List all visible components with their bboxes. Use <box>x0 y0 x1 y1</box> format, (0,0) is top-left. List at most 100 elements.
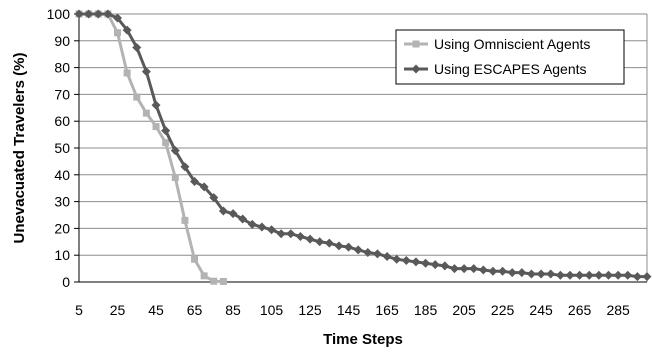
y-tick-label: 90 <box>54 33 70 49</box>
data-point <box>546 269 556 279</box>
x-tick-label: 165 <box>375 302 399 318</box>
data-point <box>401 256 411 266</box>
data-point <box>315 237 325 247</box>
data-point <box>141 67 151 77</box>
y-tick-label: 20 <box>54 220 70 236</box>
data-point <box>517 268 527 278</box>
data-point <box>190 177 200 186</box>
data-point <box>114 29 122 37</box>
data-point <box>632 272 642 282</box>
y-tick-label: 40 <box>54 167 70 183</box>
data-point <box>392 254 402 264</box>
data-point <box>199 182 209 192</box>
data-point <box>469 264 479 274</box>
data-point <box>584 270 594 280</box>
data-point <box>142 109 150 117</box>
data-point <box>247 219 257 229</box>
x-tick-label: 25 <box>110 302 126 318</box>
y-tick-label: 70 <box>54 86 70 102</box>
data-point <box>228 209 238 219</box>
data-point <box>161 126 171 136</box>
data-point <box>344 242 354 252</box>
data-point <box>170 146 180 156</box>
legend-label-omniscient: Using Omniscient Agents <box>434 36 590 52</box>
data-point <box>295 231 305 241</box>
series-group <box>74 9 652 285</box>
data-point <box>324 238 334 248</box>
y-tick-label: 60 <box>54 113 70 129</box>
x-tick-label: 205 <box>452 302 476 318</box>
data-point <box>565 270 575 280</box>
data-point <box>152 123 160 131</box>
data-point <box>219 277 227 285</box>
data-point <box>613 270 623 280</box>
data-point <box>257 222 267 232</box>
x-tick-label: 45 <box>148 302 164 318</box>
data-point <box>421 258 431 268</box>
data-point <box>93 9 103 19</box>
legend-label-escapes: Using ESCAPES Agents <box>434 61 587 77</box>
y-tick-label: 10 <box>54 247 70 263</box>
legend-box <box>395 29 625 85</box>
x-tick-label: 5 <box>75 302 83 318</box>
x-tick-label: 85 <box>225 302 241 318</box>
data-point <box>536 269 546 279</box>
x-tick-label: 125 <box>298 302 322 318</box>
x-tick-label: 145 <box>337 302 361 318</box>
data-point <box>286 229 296 239</box>
data-point <box>123 69 131 77</box>
data-point <box>526 269 536 279</box>
data-point <box>162 139 170 147</box>
data-point <box>575 270 585 280</box>
data-point <box>171 173 179 181</box>
legend-swatch-escapes <box>404 64 428 74</box>
data-point <box>103 9 113 19</box>
y-tick-label: 30 <box>54 194 70 210</box>
tick-labels: 0 10 20 30 40 50 60 70 80 90 100 5 25 45 65 85 105 125 145… <box>47 6 630 318</box>
data-point <box>594 270 604 280</box>
data-point <box>498 266 508 276</box>
data-point <box>210 277 218 285</box>
data-point <box>507 268 517 278</box>
legend-marker <box>411 64 421 74</box>
data-point <box>334 241 344 251</box>
x-tick-label: 105 <box>260 302 284 318</box>
x-axis-title: Time Steps <box>323 331 403 348</box>
data-point <box>488 266 498 276</box>
data-point <box>440 261 450 271</box>
x-tick-label: 225 <box>491 302 515 318</box>
data-point <box>180 162 190 172</box>
data-point <box>218 206 228 216</box>
legend-swatch-omniscient <box>404 40 428 48</box>
data-point <box>238 214 248 224</box>
y-axis-title: Unevacuated Travelers (%) <box>11 53 28 244</box>
data-point <box>305 234 315 244</box>
data-point <box>84 9 94 19</box>
legend: Using Omniscient Agents Using ESCAPES Ag… <box>395 29 625 85</box>
y-tick-label: 80 <box>54 60 70 76</box>
y-tick-label: 50 <box>54 140 70 156</box>
data-point <box>430 260 440 270</box>
data-point <box>478 265 488 275</box>
data-point <box>411 257 421 267</box>
data-point <box>132 43 142 52</box>
data-point <box>623 270 633 280</box>
data-point <box>133 93 141 101</box>
gridlines <box>79 13 648 282</box>
series-1 <box>74 9 652 282</box>
x-tick-label: 65 <box>187 302 203 318</box>
data-point <box>209 193 219 203</box>
legend-marker <box>412 40 420 48</box>
data-point <box>449 264 459 274</box>
y-tick-label: 100 <box>47 6 71 22</box>
x-tick-label: 285 <box>606 302 630 318</box>
data-point <box>603 270 613 280</box>
x-tick-label: 245 <box>529 302 553 318</box>
data-point <box>459 264 469 274</box>
data-point <box>200 272 208 280</box>
x-tick-label: 185 <box>414 302 438 318</box>
data-point <box>363 248 373 258</box>
data-point <box>642 272 652 282</box>
data-point <box>267 225 277 235</box>
